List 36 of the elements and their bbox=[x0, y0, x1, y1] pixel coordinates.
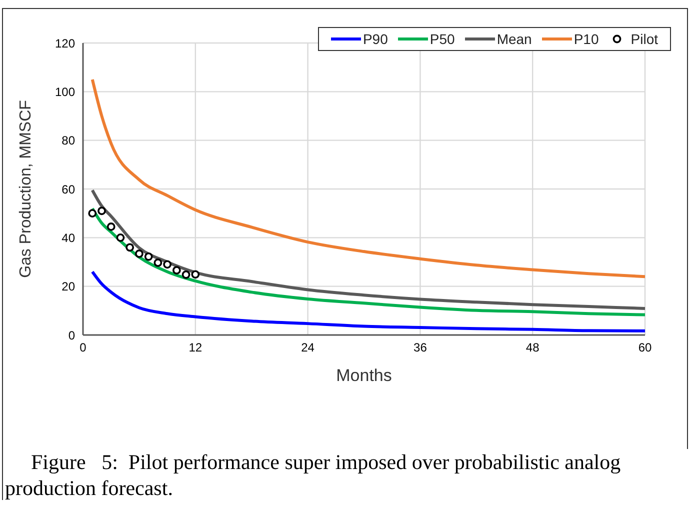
x-tick-label: 24 bbox=[301, 340, 315, 355]
y-tick-label: 120 bbox=[54, 36, 76, 50]
point bbox=[172, 266, 181, 274]
y-tick-label: 60 bbox=[62, 182, 76, 196]
point bbox=[106, 222, 116, 231]
x-tick-label: 12 bbox=[188, 340, 202, 355]
legend-label: P10 bbox=[574, 31, 599, 47]
legend-label: Pilot bbox=[630, 31, 658, 47]
x-tick-label: 60 bbox=[638, 340, 652, 355]
point bbox=[116, 233, 125, 242]
point bbox=[144, 252, 153, 261]
y-tick-label: 80 bbox=[62, 134, 76, 148]
y-axis-title: Gas Production, MMSCF bbox=[18, 100, 35, 278]
x-tick-label: 36 bbox=[414, 340, 428, 355]
point bbox=[126, 243, 134, 252]
line-series bbox=[90, 270, 645, 332]
legend-label: P90 bbox=[362, 31, 388, 47]
y-tick-label: 0 bbox=[68, 328, 76, 342]
y-tick-label: 40 bbox=[62, 230, 76, 245]
point bbox=[182, 270, 190, 279]
caption: Figure 5: Pilot performance super imposed over probabilistic analog production forecast. bbox=[5, 449, 691, 501]
legend-label: Mean bbox=[496, 31, 532, 47]
y-tick-label: 100 bbox=[54, 84, 76, 99]
point bbox=[88, 209, 97, 218]
y-tick-label: 20 bbox=[62, 280, 76, 294]
point bbox=[163, 260, 172, 269]
line-series bbox=[90, 188, 645, 310]
point bbox=[98, 206, 106, 216]
legend-label: P50 bbox=[430, 31, 455, 47]
line-series bbox=[90, 78, 645, 278]
point bbox=[135, 250, 144, 258]
x-tick-label: 48 bbox=[526, 340, 540, 355]
point bbox=[191, 270, 200, 279]
x-tick-label: 0 bbox=[80, 340, 87, 355]
x-axis-title: Months bbox=[336, 366, 392, 385]
point bbox=[154, 258, 162, 267]
